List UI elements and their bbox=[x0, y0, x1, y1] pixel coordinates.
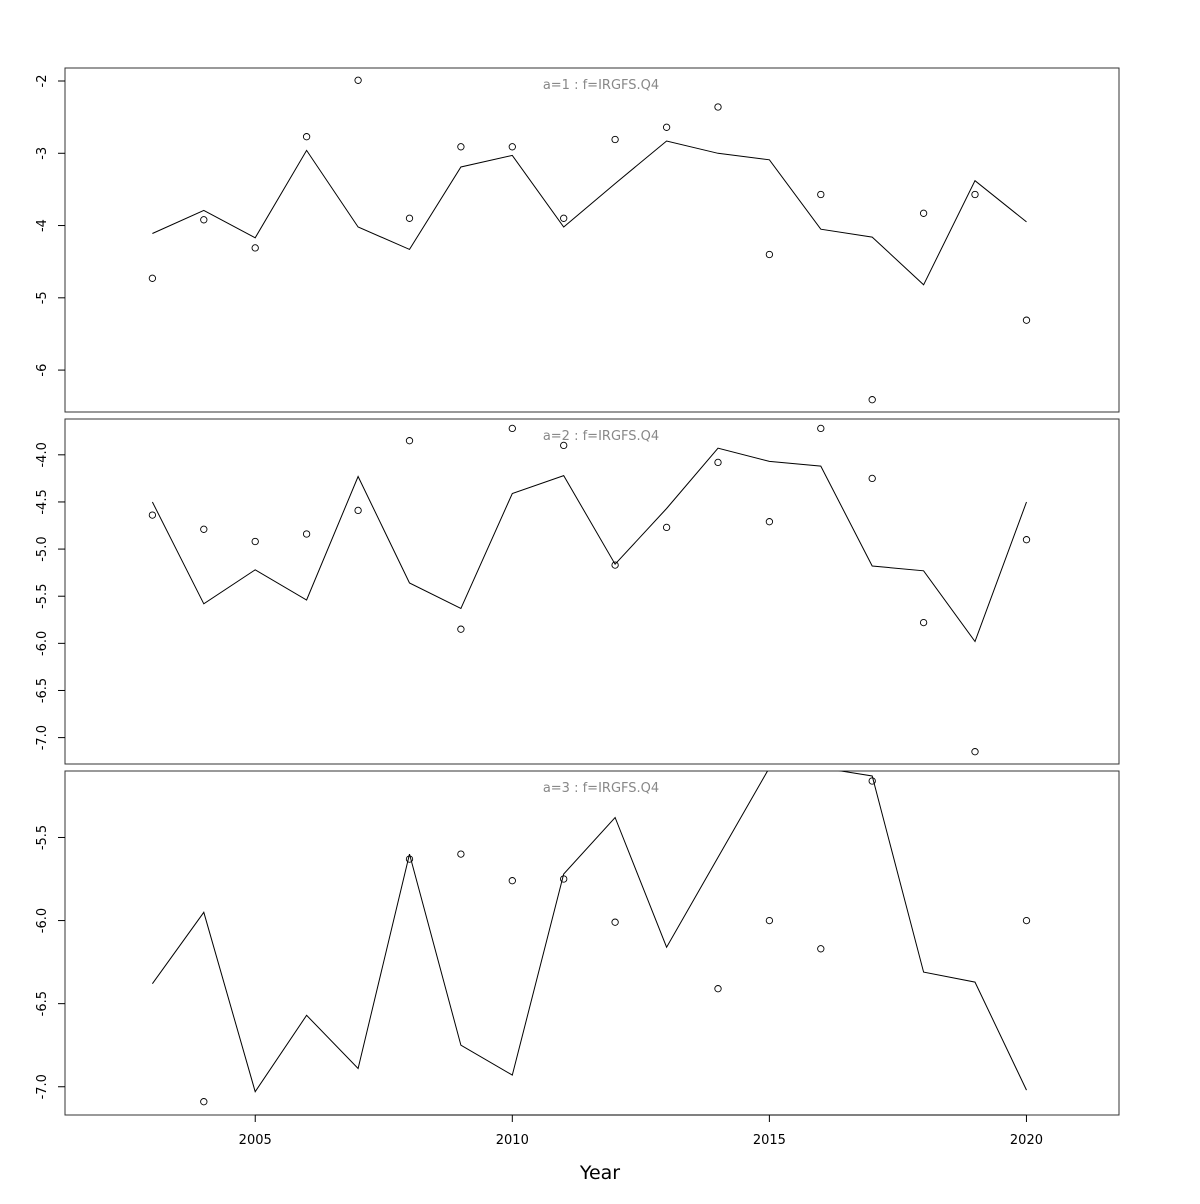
observed-point bbox=[560, 875, 568, 883]
y-tick-label: -5.5 bbox=[35, 584, 50, 609]
observed-point bbox=[817, 945, 825, 953]
observed-point bbox=[765, 250, 774, 259]
observed-point bbox=[611, 918, 619, 926]
observed-point bbox=[405, 855, 414, 863]
panel-title: a=2 : f=IRGFS.Q4 bbox=[543, 429, 659, 444]
y-tick-label: -4.0 bbox=[35, 442, 50, 467]
observed-point bbox=[405, 214, 414, 222]
x-tick-label: 2015 bbox=[753, 1133, 786, 1148]
panel-frame bbox=[64, 770, 1120, 1116]
observed-point bbox=[1022, 316, 1031, 324]
data-layer bbox=[151, 771, 1031, 1106]
x-axis-title: Year bbox=[579, 1162, 620, 1184]
observed-point bbox=[405, 437, 414, 445]
observed-point bbox=[971, 748, 979, 756]
y-tick-label: -3 bbox=[35, 147, 50, 160]
observed-point bbox=[919, 209, 928, 217]
observed-point bbox=[457, 625, 465, 633]
observed-point bbox=[611, 135, 619, 144]
x-tick-label: 2005 bbox=[239, 1133, 272, 1148]
y-tick-label: -2 bbox=[35, 75, 50, 88]
observed-point bbox=[662, 523, 671, 532]
observed-point bbox=[662, 123, 671, 131]
observed-point bbox=[971, 190, 979, 199]
observed-point bbox=[354, 506, 362, 515]
observed-point bbox=[200, 1098, 208, 1106]
observed-point bbox=[714, 985, 722, 993]
y-tick-label: -5.5 bbox=[35, 825, 50, 850]
panel-1: -2 -3 -4 -5 -6 a=1 : f=IRGFS.Q4 bbox=[35, 67, 1120, 413]
x-tick-label: 2010 bbox=[496, 1133, 529, 1148]
observed-point bbox=[508, 143, 516, 151]
y-tick-label: -5.0 bbox=[35, 536, 50, 561]
observed-point bbox=[508, 877, 516, 885]
panel-title: a=3 : f=IRGFS.Q4 bbox=[543, 781, 659, 796]
y-tick-label: -7.0 bbox=[35, 725, 50, 750]
y-tick-label: -5 bbox=[35, 291, 50, 304]
fitted-line bbox=[151, 771, 1027, 1093]
observed-point bbox=[611, 561, 619, 569]
observed-point bbox=[560, 441, 568, 450]
observed-point bbox=[868, 396, 876, 404]
panel-2: -4.0 -4.5 -5.0 -5.5 -6.0 -6.5 -7.0 a=2 : f=IRGF… bbox=[35, 418, 1120, 765]
observed-point bbox=[868, 474, 876, 483]
observed-point bbox=[148, 274, 157, 282]
observed-point bbox=[765, 518, 774, 526]
observed-point bbox=[200, 216, 208, 224]
panel-3: -5.5 -6.0 -6.5 -7.0 a=3 : f=IRGFS.Q4 bbox=[35, 770, 1120, 1116]
y-tick-label: -7.0 bbox=[35, 1074, 50, 1099]
y-tick-label: -6 bbox=[35, 364, 50, 377]
y-tick-label: -4.5 bbox=[35, 489, 50, 514]
x-tick-label: 2020 bbox=[1010, 1133, 1043, 1148]
observed-point bbox=[302, 530, 311, 538]
y-tick-label: -6.5 bbox=[35, 678, 50, 703]
data-layer bbox=[148, 76, 1031, 404]
data-layer bbox=[148, 424, 1031, 756]
observed-point bbox=[1022, 916, 1031, 925]
observed-point bbox=[302, 133, 311, 141]
observed-point bbox=[919, 618, 928, 627]
observed-point bbox=[714, 458, 722, 467]
fitted-line bbox=[152, 140, 1027, 286]
observed-point bbox=[817, 424, 825, 433]
observed-point bbox=[714, 103, 722, 111]
fitted-line bbox=[151, 447, 1027, 643]
y-tick-label: -4 bbox=[35, 219, 50, 232]
panel-title: a=1 : f=IRGFS.Q4 bbox=[543, 78, 659, 93]
observed-point bbox=[148, 511, 157, 519]
observed-point bbox=[817, 190, 825, 199]
observed-point bbox=[200, 525, 208, 533]
panel-frame bbox=[64, 67, 1120, 413]
y-tick-label: -6.0 bbox=[35, 631, 50, 656]
observed-point bbox=[354, 76, 362, 84]
y-tick-label: -6.0 bbox=[35, 908, 50, 933]
observed-point bbox=[508, 424, 516, 433]
observed-point bbox=[251, 244, 259, 252]
panel-frame bbox=[64, 418, 1120, 765]
observed-point bbox=[765, 916, 774, 925]
observed-point bbox=[457, 850, 465, 858]
y-tick-label: -6.5 bbox=[35, 991, 50, 1016]
observed-point bbox=[251, 537, 259, 546]
observed-point bbox=[560, 214, 568, 222]
observed-point bbox=[457, 143, 465, 151]
observed-point bbox=[1022, 536, 1031, 544]
observed-point bbox=[868, 777, 876, 785]
